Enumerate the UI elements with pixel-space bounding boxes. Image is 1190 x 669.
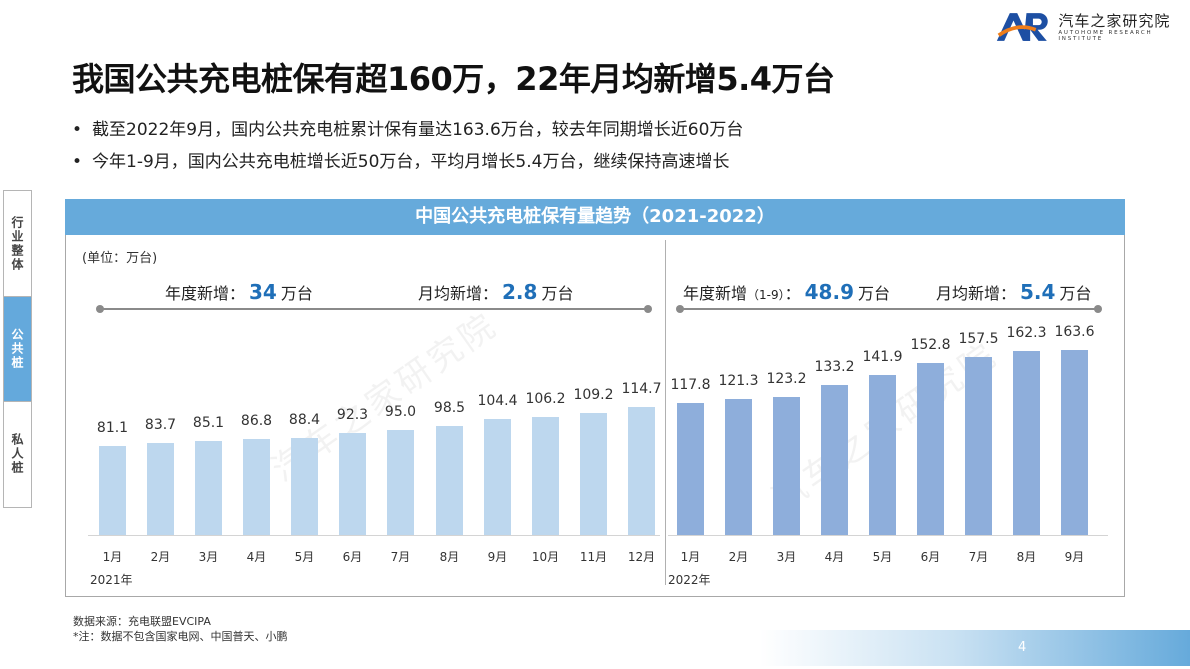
unit-label: (单位：万台) [82, 251, 158, 266]
bar [291, 437, 318, 535]
stat-value: 5.4 [1020, 280, 1056, 304]
x-tick-label: 8月 [439, 550, 460, 564]
bar [965, 357, 992, 535]
bar-value-label: 106.2 [525, 390, 566, 407]
footnote: *注：数据不包含国家电网、中国普天、小鹏 [73, 630, 288, 643]
bar-value-label: 152.8 [910, 336, 951, 353]
tab-industry-overall[interactable]: 行业整体 [10, 215, 24, 272]
year-label-2021: 2021年 [90, 573, 133, 587]
x-axis-2021 [88, 535, 660, 536]
bar [195, 441, 222, 535]
x-tick-label: 10月 [531, 550, 560, 564]
x-tick-label: 7月 [390, 550, 411, 564]
x-tick-label: 12月 [627, 550, 656, 564]
x-tick-label: 6月 [342, 550, 363, 564]
range-line-2022 [676, 305, 1102, 313]
bar [869, 375, 896, 535]
bar [532, 416, 559, 535]
x-tick-label: 1月 [102, 550, 123, 564]
bar-value-label: 92.3 [336, 406, 369, 423]
tab-public-piles[interactable]: 公共桩 [4, 296, 31, 401]
x-tick-label: 2月 [728, 550, 749, 564]
bar-value-label: 86.8 [240, 413, 273, 430]
bar-value-label: 85.1 [192, 415, 225, 432]
section-tabs: 行业整体 公共桩 私人桩 [3, 190, 32, 508]
bar [917, 362, 944, 535]
summary-bullets: 截至2022年9月，国内公共充电桩累计保有量达163.6万台，较去年同期增长近6… [72, 116, 743, 180]
bar-value-label: 157.5 [958, 331, 999, 348]
bar-value-label: 162.3 [1006, 325, 1047, 342]
x-tick-label: 3月 [198, 550, 219, 564]
bar [99, 445, 126, 535]
bar [484, 418, 511, 535]
stat-2022-monthly: 月均新增： 5.4 万台 [936, 280, 1092, 304]
stat-2021-annual: 年度新增： 34 万台 [165, 280, 313, 304]
x-tick-label: 5月 [294, 550, 315, 564]
bar-value-label: 104.4 [477, 392, 518, 409]
x-tick-label: 4月 [824, 550, 845, 564]
bar [580, 413, 607, 535]
stat-2021-monthly: 月均新增： 2.8 万台 [418, 280, 574, 304]
year-label-2022: 2022年 [668, 573, 711, 587]
x-tick-label: 5月 [872, 550, 893, 564]
bar-value-label: 98.5 [433, 399, 466, 416]
x-tick-label: 3月 [776, 550, 797, 564]
bar [436, 425, 463, 535]
x-tick-label: 11月 [579, 550, 608, 564]
logo-subtitle: AUTOHOME RESEARCH INSTITUTE [1058, 30, 1153, 42]
bar-value-label: 133.2 [814, 359, 855, 376]
chart-frame [65, 235, 1125, 597]
bar-value-label: 81.1 [96, 419, 129, 436]
bar-value-label: 109.2 [573, 387, 614, 404]
stat-value: 48.9 [804, 280, 854, 304]
bar-value-label: 141.9 [862, 349, 903, 366]
bar [725, 399, 752, 535]
bar [1061, 349, 1088, 535]
x-tick-label: 1月 [680, 550, 701, 564]
stat-2022-annual: 年度新增（1-9）： 48.9 万台 [683, 280, 891, 304]
bar-value-label: 88.4 [288, 411, 321, 428]
ar-logo-icon [996, 13, 1048, 41]
bullet-item: 今年1-9月，国内公共充电桩增长近50万台，平均月增长5.4万台，继续保持高速增… [72, 148, 743, 180]
bar-value-label: 123.2 [766, 370, 807, 387]
bar-value-label: 163.6 [1054, 323, 1095, 340]
stat-value: 34 [249, 280, 277, 304]
x-tick-label: 9月 [487, 550, 508, 564]
x-tick-label: 9月 [1064, 550, 1085, 564]
year-divider [665, 240, 666, 585]
x-axis-2022 [668, 535, 1108, 536]
chart-title: 中国公共充电桩保有量趋势（2021-2022） [65, 199, 1125, 235]
x-tick-label: 8月 [1016, 550, 1037, 564]
logo-name: 汽车之家研究院 [1058, 12, 1171, 30]
bar-value-label: 121.3 [718, 373, 759, 390]
data-source: 数据来源：充电联盟EVCIPA [73, 615, 211, 628]
footer-band [760, 630, 1190, 666]
bar-value-label: 114.7 [621, 380, 662, 397]
bar [339, 432, 366, 535]
bar-value-label: 117.8 [670, 377, 711, 394]
x-tick-label: 4月 [246, 550, 267, 564]
range-line-2021 [96, 305, 652, 313]
stat-value: 2.8 [502, 280, 538, 304]
bar [773, 396, 800, 535]
bar [1013, 351, 1040, 535]
bar-value-label: 95.0 [384, 403, 417, 420]
bar [243, 439, 270, 535]
bar [628, 406, 655, 535]
bar [387, 429, 414, 535]
bar [821, 385, 848, 535]
bar-value-label: 83.7 [144, 416, 177, 433]
bar [147, 442, 174, 535]
x-tick-label: 2月 [150, 550, 171, 564]
bar [677, 403, 704, 535]
page-number: 4 [1018, 640, 1027, 655]
source-note: 数据来源：充电联盟EVCIPA *注：数据不包含国家电网、中国普天、小鹏 [73, 614, 288, 644]
x-tick-label: 7月 [968, 550, 989, 564]
page-title: 我国公共充电桩保有超160万，22年月均新增5.4万台 [72, 60, 835, 98]
x-tick-label: 6月 [920, 550, 941, 564]
tab-private-piles[interactable]: 私人桩 [4, 401, 31, 506]
autohome-research-logo: 汽车之家研究院 AUTOHOME RESEARCH INSTITUTE [995, 10, 1190, 44]
bullet-item: 截至2022年9月，国内公共充电桩累计保有量达163.6万台，较去年同期增长近6… [72, 116, 743, 148]
